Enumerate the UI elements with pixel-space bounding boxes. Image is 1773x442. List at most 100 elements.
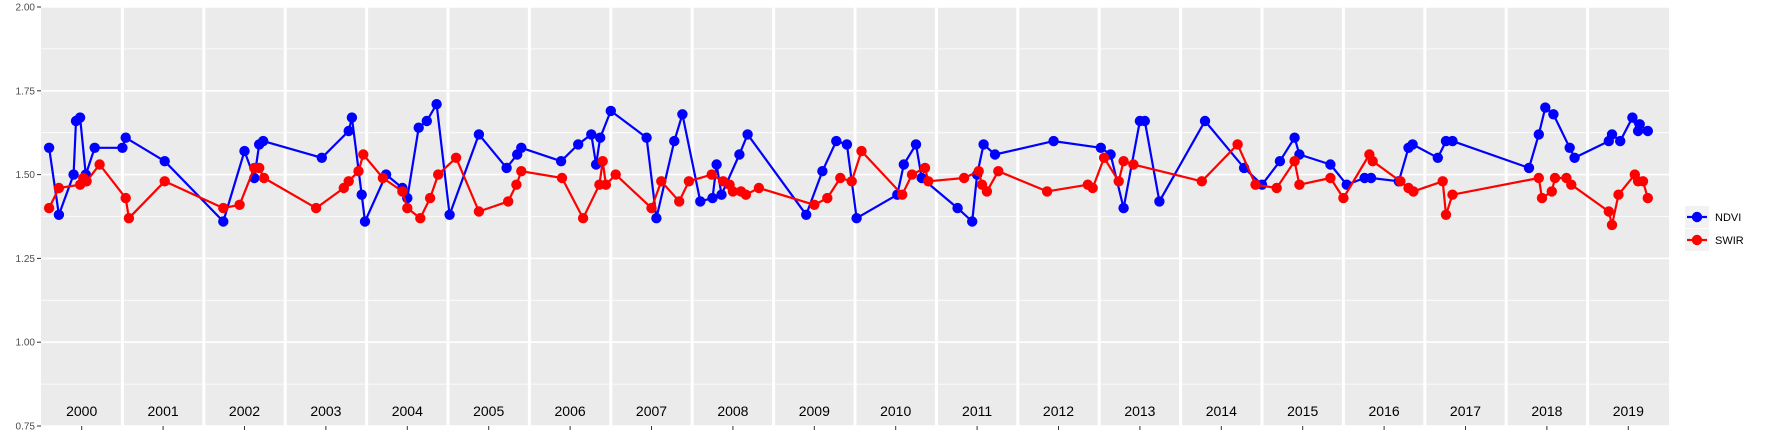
data-point bbox=[831, 135, 842, 147]
data-point bbox=[1128, 159, 1139, 170]
data-point bbox=[978, 139, 989, 150]
year-label: 2006 bbox=[555, 403, 586, 419]
data-point bbox=[1549, 172, 1561, 184]
year-label: 2015 bbox=[1287, 403, 1318, 419]
y-tick-label: 1.00 bbox=[16, 338, 36, 349]
data-point bbox=[822, 192, 833, 204]
year-label: 2018 bbox=[1531, 403, 1562, 419]
data-point bbox=[856, 145, 867, 157]
data-point bbox=[1408, 186, 1419, 197]
year-label: 2016 bbox=[1369, 403, 1400, 419]
data-point bbox=[1603, 206, 1615, 217]
data-point bbox=[1447, 135, 1458, 147]
legend-label: NDVI bbox=[1715, 212, 1741, 224]
data-point bbox=[1365, 172, 1377, 184]
data-point bbox=[1199, 115, 1211, 127]
data-point bbox=[1533, 172, 1545, 184]
data-point bbox=[923, 176, 934, 187]
data-point bbox=[413, 122, 424, 133]
data-point bbox=[727, 186, 739, 197]
data-point bbox=[377, 172, 389, 184]
data-point bbox=[1087, 182, 1098, 194]
data-point bbox=[1294, 179, 1305, 190]
data-point bbox=[683, 176, 695, 187]
data-point bbox=[556, 172, 568, 184]
data-point bbox=[43, 142, 55, 153]
data-point bbox=[1395, 176, 1406, 187]
data-point bbox=[577, 213, 589, 224]
data-point bbox=[1613, 189, 1624, 200]
data-point bbox=[346, 112, 358, 123]
data-point bbox=[740, 189, 752, 200]
data-point bbox=[1274, 156, 1286, 167]
data-point bbox=[1196, 176, 1208, 187]
data-point bbox=[706, 169, 717, 180]
data-point bbox=[218, 202, 229, 214]
data-point bbox=[511, 179, 522, 190]
data-point bbox=[117, 142, 128, 153]
data-point bbox=[358, 149, 369, 160]
data-point bbox=[1113, 176, 1124, 187]
data-point bbox=[1548, 109, 1559, 120]
data-point bbox=[1432, 152, 1444, 163]
data-point bbox=[753, 182, 765, 194]
year-label: 2003 bbox=[310, 403, 341, 419]
data-point bbox=[450, 152, 462, 163]
data-point bbox=[1642, 192, 1654, 204]
data-point bbox=[1048, 135, 1059, 147]
data-point bbox=[651, 213, 662, 224]
data-point bbox=[1523, 162, 1535, 174]
legend-point bbox=[1691, 234, 1703, 246]
data-point bbox=[711, 159, 722, 170]
data-point bbox=[159, 176, 170, 187]
data-point bbox=[1566, 179, 1577, 190]
data-point bbox=[343, 125, 354, 137]
data-point bbox=[473, 129, 485, 140]
year-label: 2014 bbox=[1206, 403, 1237, 419]
data-point bbox=[74, 112, 86, 123]
data-point bbox=[595, 132, 606, 143]
data-point bbox=[433, 169, 444, 180]
data-point bbox=[734, 149, 745, 160]
data-point bbox=[501, 162, 512, 174]
year-label: 2000 bbox=[66, 403, 97, 419]
data-point bbox=[586, 129, 597, 140]
data-point bbox=[1546, 186, 1558, 197]
data-point bbox=[958, 172, 970, 184]
data-point bbox=[1325, 159, 1336, 170]
data-point bbox=[677, 109, 688, 120]
data-point bbox=[1289, 156, 1300, 167]
data-point bbox=[1533, 129, 1545, 140]
series-layer bbox=[43, 99, 1654, 231]
data-point bbox=[123, 213, 135, 224]
series-ndvi bbox=[43, 99, 1654, 227]
year-label: 2013 bbox=[1124, 403, 1155, 419]
data-point bbox=[573, 139, 584, 150]
y-axis: 0.75 1.00 1.25 1.50 1.75 2.00 bbox=[16, 3, 41, 433]
data-point bbox=[1637, 176, 1649, 187]
y-tick-label: 1.75 bbox=[16, 86, 36, 97]
data-point bbox=[1325, 172, 1336, 184]
data-point bbox=[695, 196, 706, 207]
data-point bbox=[1118, 156, 1129, 167]
data-point bbox=[53, 182, 65, 194]
data-point bbox=[641, 132, 652, 143]
data-point bbox=[1139, 115, 1151, 127]
year-label: 2008 bbox=[717, 403, 748, 419]
data-point bbox=[981, 186, 993, 197]
data-point bbox=[898, 159, 909, 170]
data-point bbox=[707, 192, 718, 204]
data-point bbox=[656, 176, 667, 187]
data-point bbox=[94, 159, 105, 170]
data-point bbox=[316, 152, 327, 163]
data-point bbox=[1564, 142, 1575, 153]
data-point bbox=[846, 176, 857, 187]
data-point bbox=[1440, 209, 1452, 220]
data-point bbox=[397, 186, 408, 197]
data-point bbox=[89, 142, 100, 153]
year-label: 2007 bbox=[636, 403, 667, 419]
data-point bbox=[1289, 132, 1300, 143]
y-tick-label: 1.50 bbox=[16, 170, 36, 181]
data-point bbox=[402, 202, 413, 214]
